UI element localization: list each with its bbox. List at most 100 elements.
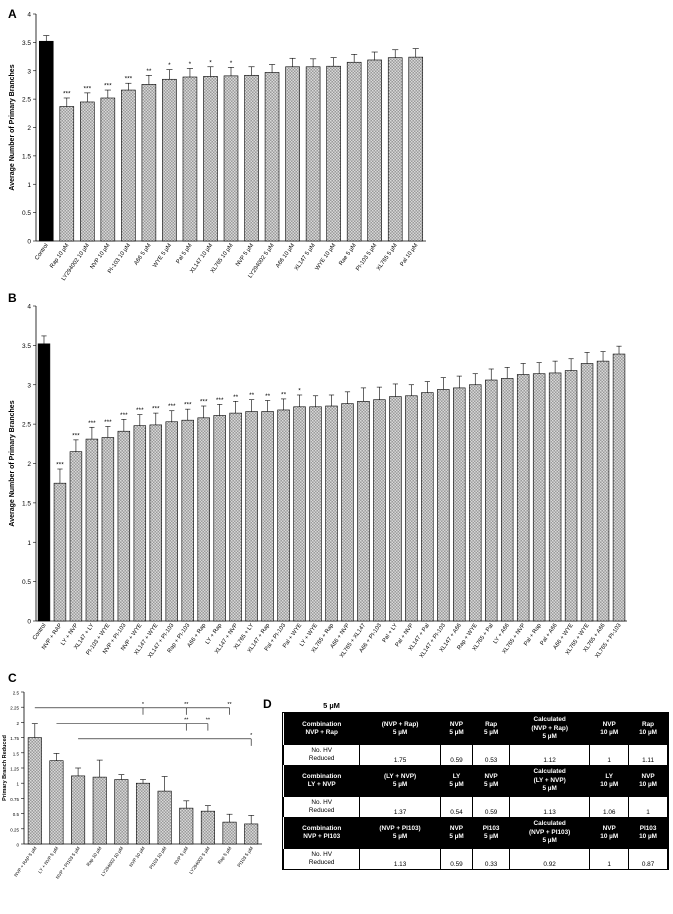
y-axis-label: Primary Branch Reduced [2, 735, 8, 801]
category-label: Rap 10 µM [49, 243, 70, 270]
significance-label: ** [249, 392, 255, 399]
table-header-cell: (NVP + PI103) 5 µM [359, 817, 441, 849]
y-tick-label: 1.5 [22, 500, 31, 507]
category-label: XL765 5 µM [376, 243, 399, 272]
y-tick-label: 1.5 [13, 751, 20, 756]
significance-label: *** [104, 83, 112, 90]
table-value-cell: 1 [628, 797, 668, 817]
bar [373, 399, 386, 622]
category-label: A66 5 µM [133, 243, 152, 267]
bar [500, 378, 514, 622]
category-label: PI-103 5 µM [355, 243, 378, 273]
x-axis-label: 5 µM [323, 701, 340, 710]
bar [133, 425, 147, 622]
table-header-cell: NVP 5 µM [440, 713, 473, 745]
bar [80, 101, 95, 242]
category-label: Rap 5 µM [217, 846, 233, 865]
bar [203, 76, 218, 242]
table-value-cell: 1.06 [589, 797, 630, 817]
panel-label-d: D [263, 697, 272, 711]
bar [85, 438, 99, 622]
bar [309, 406, 322, 622]
bar [305, 66, 321, 242]
significance-label: * [189, 61, 192, 68]
bar [245, 411, 258, 622]
bar [114, 779, 129, 845]
table-value-cell: 0.59 [472, 797, 510, 817]
bar [437, 389, 450, 622]
y-tick-label: 0.5 [22, 210, 31, 217]
category-label: WYE 10 µM [315, 243, 338, 272]
bar [117, 430, 131, 622]
table-value-cell: 1.37 [359, 797, 441, 817]
panel-label-c: C [8, 671, 17, 685]
bar [405, 395, 418, 622]
y-tick-label: 2 [27, 125, 31, 132]
table-header-cell: NVP 10 µM [589, 713, 629, 745]
bar [421, 392, 434, 622]
bar [532, 373, 546, 622]
significance-label: *** [120, 412, 128, 419]
table-header-cell: Combination NVP + PI103 [283, 817, 360, 849]
category-label: PI-103 10 µM [107, 243, 132, 275]
bar [53, 482, 67, 622]
table-value-cell: 0.87 [628, 849, 668, 869]
significance-label: *** [125, 76, 133, 83]
y-tick-label: 1.25 [10, 767, 19, 772]
table-header-cell: NVP 5 µM [440, 817, 473, 849]
table-header-cell: PI103 10 µM [628, 817, 668, 849]
table-header-cell: Combination NVP + Rap [283, 713, 360, 745]
y-tick-label: 3.5 [22, 343, 31, 350]
table-value-cell: 0.59 [439, 849, 474, 869]
bar [135, 782, 151, 845]
y-tick-label: 0 [16, 843, 19, 848]
y-tick-label: 0.25 [10, 827, 19, 832]
y-tick-label: 1 [27, 182, 31, 189]
category-label: Control [32, 623, 48, 642]
category-label: LY294002 10 µM [100, 846, 124, 877]
y-axis-label: Average Number of Primary Branches [9, 64, 16, 190]
y-axis-label: Average Number of Primary Branches [9, 400, 16, 526]
category-label: PI103 10 µM [148, 846, 167, 870]
significance-label: * [298, 387, 301, 394]
y-tick-label: 0.5 [13, 812, 20, 817]
category-label: XL147 5 µM [294, 243, 317, 272]
table-header-row: Combination NVP + PI103 (NVP + PI103) 5 µM N… [283, 817, 668, 849]
bar [261, 411, 274, 622]
table-header-cell: NVP 5 µM [472, 765, 510, 797]
bar [100, 97, 116, 242]
table-header-cell: LY 5 µM [440, 765, 473, 797]
bar [182, 76, 198, 242]
bar [69, 451, 83, 622]
bar [223, 75, 239, 242]
bar [213, 415, 226, 622]
bar [38, 40, 54, 242]
significance-label: * [209, 59, 212, 66]
significance-label: *** [104, 419, 112, 426]
y-tick-label: 3.5 [22, 40, 31, 47]
category-label: Pal 10 µM [399, 243, 419, 268]
table-header-cell: Calculated (LY + NVP) 5 µM [509, 765, 590, 797]
table-value-cell: 1 [589, 745, 630, 765]
bracket-significance: ** [227, 702, 232, 708]
table-value-cell: 0.54 [439, 797, 474, 817]
y-tick-label: 0 [27, 239, 31, 246]
summary-table-d: Combination NVP + Rap (NVP + Rap) 5 µM NVP 5 … [282, 712, 669, 870]
significance-label: *** [72, 432, 80, 439]
table-value-cell: 0.59 [439, 745, 474, 765]
bar [293, 406, 306, 622]
bar [564, 370, 578, 622]
table-header-cell: Calculated (NVP + PI103) 5 µM [509, 817, 590, 849]
y-tick-label: 0.5 [22, 579, 31, 586]
bracket-significance: ** [206, 718, 211, 724]
category-label: NVP + PI103 5 µM [55, 846, 81, 880]
bar [367, 59, 382, 242]
category-label: LY + NVP 5 µM [37, 846, 59, 875]
bar [516, 374, 530, 622]
panel-label-a: A [8, 7, 17, 21]
bar [453, 387, 466, 622]
bar [71, 775, 86, 845]
y-tick-label: 2.5 [22, 97, 31, 104]
significance-label: ** [265, 393, 271, 400]
